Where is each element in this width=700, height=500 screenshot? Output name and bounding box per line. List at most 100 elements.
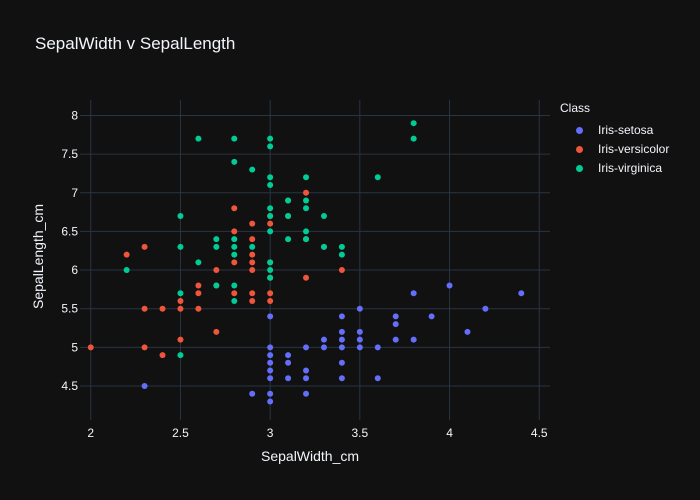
data-point[interactable]	[374, 344, 381, 351]
data-point[interactable]	[231, 135, 238, 142]
legend-item-setosa[interactable]: Iris-setosa	[560, 121, 669, 140]
data-point[interactable]	[249, 290, 256, 297]
data-point[interactable]	[195, 259, 202, 266]
data-point[interactable]	[249, 390, 256, 397]
data-point[interactable]	[267, 267, 274, 274]
data-point[interactable]	[195, 282, 202, 289]
data-point[interactable]	[267, 359, 274, 366]
data-point[interactable]	[195, 305, 202, 312]
data-point[interactable]	[267, 205, 274, 212]
data-point[interactable]	[231, 243, 238, 250]
data-point[interactable]	[213, 282, 220, 289]
data-point[interactable]	[231, 228, 238, 235]
data-point[interactable]	[392, 336, 399, 343]
data-point[interactable]	[303, 375, 310, 382]
data-point[interactable]	[410, 120, 417, 127]
data-point[interactable]	[249, 251, 256, 258]
data-point[interactable]	[195, 290, 202, 297]
data-point[interactable]	[177, 290, 184, 297]
data-point[interactable]	[285, 197, 292, 204]
data-point[interactable]	[410, 336, 417, 343]
data-point[interactable]	[356, 328, 363, 335]
data-point[interactable]	[249, 267, 256, 274]
data-point[interactable]	[303, 367, 310, 374]
data-point[interactable]	[303, 197, 310, 204]
data-point[interactable]	[267, 228, 274, 235]
data-point[interactable]	[213, 243, 220, 250]
data-point[interactable]	[267, 297, 274, 304]
data-point[interactable]	[285, 359, 292, 366]
data-point[interactable]	[428, 313, 435, 320]
data-point[interactable]	[249, 236, 256, 243]
data-point[interactable]	[267, 220, 274, 227]
data-point[interactable]	[338, 336, 345, 343]
data-point[interactable]	[446, 282, 453, 289]
data-point[interactable]	[356, 336, 363, 343]
data-point[interactable]	[267, 390, 274, 397]
data-point[interactable]	[285, 212, 292, 219]
data-point[interactable]	[285, 375, 292, 382]
data-point[interactable]	[231, 259, 238, 266]
data-point[interactable]	[177, 243, 184, 250]
data-point[interactable]	[141, 305, 148, 312]
data-point[interactable]	[87, 344, 94, 351]
data-point[interactable]	[267, 143, 274, 150]
data-point[interactable]	[267, 375, 274, 382]
data-point[interactable]	[177, 212, 184, 219]
data-point[interactable]	[320, 336, 327, 343]
data-point[interactable]	[303, 344, 310, 351]
data-point[interactable]	[249, 259, 256, 266]
data-point[interactable]	[303, 390, 310, 397]
data-point[interactable]	[303, 205, 310, 212]
data-point[interactable]	[141, 344, 148, 351]
data-point[interactable]	[267, 352, 274, 359]
data-point[interactable]	[267, 212, 274, 219]
data-point[interactable]	[177, 336, 184, 343]
data-point[interactable]	[338, 344, 345, 351]
data-point[interactable]	[338, 313, 345, 320]
data-point[interactable]	[213, 267, 220, 274]
data-point[interactable]	[320, 212, 327, 219]
data-point[interactable]	[464, 328, 471, 335]
data-point[interactable]	[123, 251, 130, 258]
data-point[interactable]	[267, 398, 274, 405]
data-point[interactable]	[177, 352, 184, 359]
data-point[interactable]	[177, 305, 184, 312]
data-point[interactable]	[177, 297, 184, 304]
data-point[interactable]	[195, 135, 202, 142]
data-point[interactable]	[410, 290, 417, 297]
data-point[interactable]	[392, 313, 399, 320]
data-point[interactable]	[141, 382, 148, 389]
data-point[interactable]	[338, 375, 345, 382]
data-point[interactable]	[249, 243, 256, 250]
data-point[interactable]	[410, 135, 417, 142]
data-point[interactable]	[267, 313, 274, 320]
data-point[interactable]	[267, 174, 274, 181]
data-point[interactable]	[249, 166, 256, 173]
data-point[interactable]	[231, 158, 238, 165]
data-point[interactable]	[267, 135, 274, 142]
data-point[interactable]	[374, 174, 381, 181]
data-point[interactable]	[231, 251, 238, 258]
data-point[interactable]	[249, 297, 256, 304]
data-point[interactable]	[303, 236, 310, 243]
data-point[interactable]	[320, 344, 327, 351]
data-point[interactable]	[213, 328, 220, 335]
data-point[interactable]	[374, 375, 381, 382]
legend-item-virginica[interactable]: Iris-virginica	[560, 159, 669, 178]
data-point[interactable]	[267, 259, 274, 266]
data-point[interactable]	[231, 290, 238, 297]
data-point[interactable]	[141, 243, 148, 250]
data-point[interactable]	[392, 321, 399, 328]
data-point[interactable]	[338, 243, 345, 250]
data-point[interactable]	[338, 251, 345, 258]
data-point[interactable]	[518, 290, 525, 297]
data-point[interactable]	[285, 352, 292, 359]
data-point[interactable]	[249, 220, 256, 227]
data-point[interactable]	[267, 367, 274, 374]
data-point[interactable]	[338, 328, 345, 335]
data-point[interactable]	[267, 182, 274, 189]
data-point[interactable]	[303, 174, 310, 181]
data-point[interactable]	[320, 243, 327, 250]
data-point[interactable]	[303, 274, 310, 281]
